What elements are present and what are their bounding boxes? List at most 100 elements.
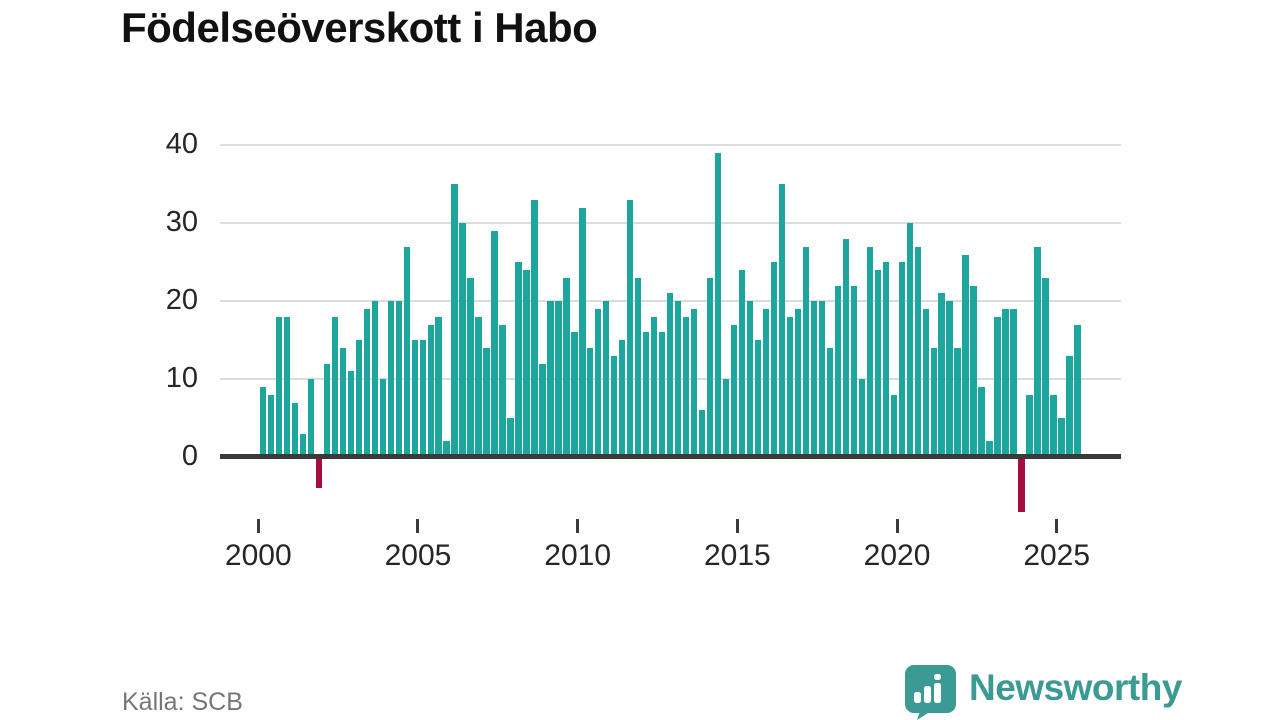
y-axis-label-10: 10: [165, 362, 198, 395]
bar-97: [1034, 246, 1041, 457]
bar-24: [451, 184, 458, 457]
x-tick-2025: [1055, 519, 1059, 533]
bar-88: [962, 254, 969, 457]
bar-81: [906, 223, 913, 457]
bar-38: [563, 277, 570, 457]
logo-dot: [934, 674, 941, 680]
bar-30: [499, 324, 506, 457]
bar-43: [603, 301, 610, 457]
bar-92: [994, 316, 1001, 457]
y-axis-label-40: 40: [165, 128, 198, 161]
bar-0: [259, 386, 267, 457]
x-tick-2015: [735, 519, 739, 533]
bar-9: [331, 316, 339, 457]
gridline-y-40: [220, 144, 1121, 147]
bar-59: [730, 324, 738, 457]
bar-56: [706, 277, 714, 457]
bar-51: [667, 293, 674, 457]
bar-94: [1010, 309, 1017, 457]
x-tick-2005: [416, 519, 420, 533]
bar-55: [698, 410, 706, 457]
bar-37: [555, 301, 562, 457]
bar-12: [355, 340, 362, 457]
bar-61: [746, 301, 754, 457]
bar-23: [443, 441, 450, 457]
bar-3: [283, 316, 291, 457]
bar-78: [882, 262, 889, 458]
bar-28: [483, 347, 490, 457]
newsworthy-logo-icon: [901, 664, 957, 720]
x-axis-label-2010: 2010: [544, 539, 612, 572]
y-axis-label-30: 30: [165, 206, 198, 239]
bar-68: [802, 246, 810, 457]
x-axis-label-2000: 2000: [224, 539, 292, 572]
bar-41: [587, 347, 594, 457]
bar-86: [946, 301, 953, 457]
bar-22: [435, 316, 442, 457]
x-axis-label-2015: 2015: [703, 539, 771, 572]
bar-58: [722, 379, 730, 457]
chart-title: Födelseöverskott i Habo: [121, 4, 598, 51]
bar-99: [1050, 394, 1057, 457]
bar-93: [1002, 309, 1009, 457]
bar-44: [611, 355, 618, 457]
bar-96: [1026, 394, 1033, 457]
x-axis-label-2020: 2020: [863, 539, 931, 572]
bar-4: [291, 402, 299, 457]
bar-42: [595, 309, 602, 457]
bar-74: [850, 285, 857, 457]
bar-49: [651, 316, 658, 457]
bar-89: [970, 285, 977, 457]
bar-85: [938, 293, 945, 457]
bar-50: [659, 332, 666, 457]
bar-64: [770, 262, 778, 458]
logo-bar-2: [924, 686, 931, 703]
x-axis-line: [220, 454, 1121, 459]
gridline-y-30: [220, 222, 1121, 225]
bar-66: [786, 316, 794, 457]
bar-72: [834, 285, 841, 457]
bar-46: [627, 199, 634, 457]
bar-31: [507, 418, 514, 458]
newsworthy-logo-text: Newsworthy: [969, 667, 1182, 708]
bar-54: [690, 309, 698, 457]
bar-26: [467, 277, 474, 457]
bar-77: [874, 270, 881, 457]
bar-19: [411, 340, 418, 457]
bar-48: [643, 332, 650, 457]
y-axis-label-20: 20: [165, 284, 198, 317]
bar-63: [762, 309, 770, 457]
bar-79: [890, 394, 897, 457]
bar-60: [738, 270, 746, 457]
bar-47: [635, 277, 642, 457]
logo-bar-1: [914, 692, 921, 703]
logo-bar-3: [934, 683, 941, 703]
bar-73: [842, 238, 849, 457]
x-tick-2010: [576, 519, 580, 533]
bar-11: [347, 371, 354, 457]
bar-20: [419, 340, 426, 457]
x-tick-2000: [256, 519, 260, 533]
bar-1: [267, 394, 275, 457]
x-axis-label-2005: 2005: [384, 539, 452, 572]
bar-100: [1058, 418, 1065, 458]
bar-13: [363, 309, 370, 457]
bar-101: [1066, 355, 1073, 457]
bar-65: [778, 184, 786, 457]
bar-98: [1042, 277, 1049, 457]
bar-8: [323, 363, 331, 457]
bar-67: [794, 309, 802, 457]
bar-91: [986, 441, 993, 457]
bar-95: [1018, 457, 1025, 512]
newsworthy-logo: Newsworthy: [901, 664, 1182, 720]
x-axis-label-2025: 2025: [1023, 539, 1091, 572]
source-label: Källa: SCB: [122, 688, 243, 716]
bar-25: [459, 223, 466, 457]
bar-45: [619, 340, 626, 457]
bar-39: [571, 332, 578, 457]
bar-36: [547, 301, 554, 457]
bar-52: [675, 301, 682, 457]
bar-102: [1074, 324, 1081, 457]
